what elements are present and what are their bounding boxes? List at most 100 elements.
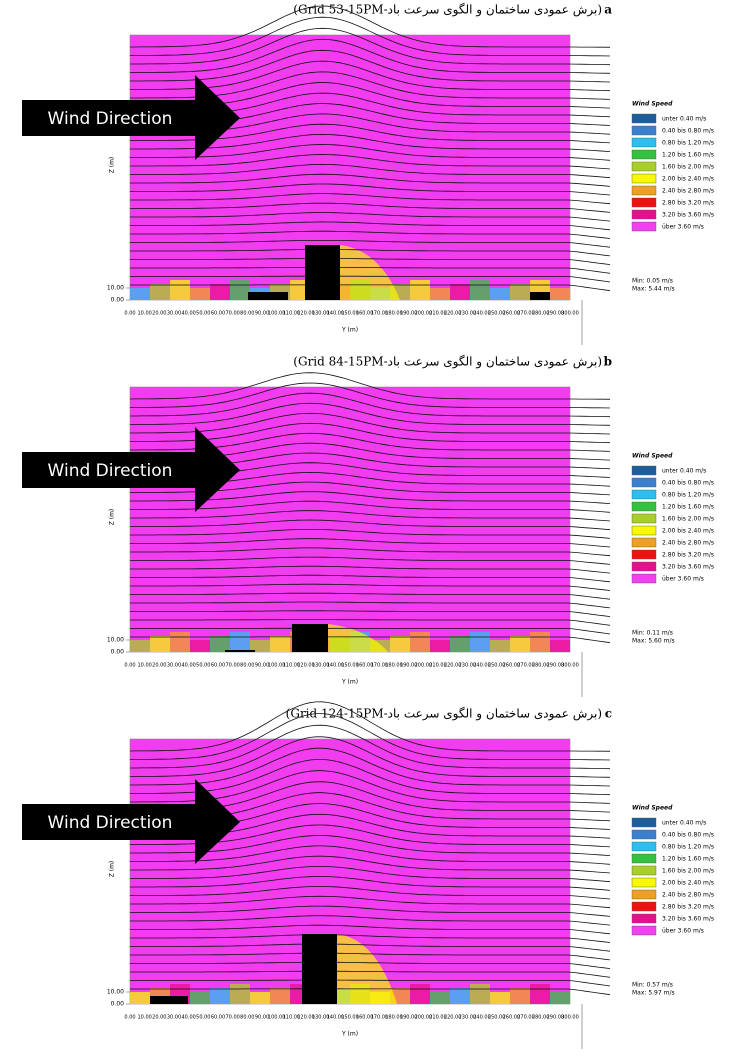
ground-field	[130, 992, 150, 1004]
x-tick-label: 200.00	[415, 663, 433, 669]
x-tick-label: 190.00	[400, 1015, 418, 1021]
legend-label: 1.60 bis 2.00 m/s	[662, 868, 714, 875]
ground-field	[450, 636, 470, 652]
streamline	[130, 601, 611, 609]
x-tick-label: 250.00	[488, 663, 506, 669]
x-tick-label: 140.00	[327, 311, 345, 317]
legend-label: 0.40 bis 0.80 m/s	[662, 832, 714, 839]
x-tick-label: 260.00	[503, 663, 521, 669]
plot-area	[129, 386, 571, 653]
x-tick-label: 20.00	[152, 663, 166, 669]
x-axis-label: Y (m)	[341, 679, 358, 686]
legend-label: 1.20 bis 1.60 m/s	[662, 856, 714, 863]
streamline	[130, 619, 611, 626]
x-tick-label: 0.00	[124, 311, 135, 317]
legend-title: Wind Speed	[632, 453, 673, 460]
legend-swatch	[631, 925, 657, 936]
x-tick-label: 100.00	[268, 663, 286, 669]
legend-label: 2.40 bis 2.80 m/s	[662, 540, 714, 547]
x-tick-label: 70.00	[226, 311, 240, 317]
streamline	[130, 759, 611, 796]
legend-swatch	[631, 465, 657, 476]
panel-caption: (برش عمودی ساختمان و الگوی سرعت باد-Grid…	[293, 355, 602, 369]
x-tick-label: 260.00	[503, 311, 521, 317]
legend-label: über 3.60 m/s	[662, 576, 704, 583]
legend-label: 2.80 bis 3.20 m/s	[662, 904, 714, 911]
streamline	[130, 154, 611, 170]
building	[248, 292, 288, 300]
x-tick-label: 250.00	[488, 1015, 506, 1021]
streamline	[130, 736, 611, 778]
ground-field	[270, 988, 290, 1004]
x-tick-label: 200.00	[415, 1015, 433, 1021]
wake-field	[337, 934, 397, 1004]
x-tick-label: 110.00	[283, 311, 301, 317]
streamline	[130, 163, 611, 179]
legend-swatch	[631, 877, 657, 888]
x-tick-label: 0.00	[124, 1015, 135, 1021]
x-tick-label: 160.00	[356, 311, 374, 317]
streamline	[130, 230, 611, 239]
x-tick-label: 100.00	[268, 311, 286, 317]
panel-label: c	[605, 707, 612, 721]
streamline	[130, 592, 611, 600]
streamline	[130, 556, 611, 565]
legend-swatch	[631, 513, 657, 524]
x-tick-label: 30.00	[167, 663, 181, 669]
legend-label: 1.20 bis 1.60 m/s	[662, 504, 714, 511]
wake-field	[328, 624, 388, 652]
ground-field	[190, 288, 210, 300]
x-axis-label: Y (m)	[341, 327, 358, 334]
x-tick-label: 290.00	[547, 663, 565, 669]
x-tick-label: 130.00	[312, 311, 330, 317]
streamline	[130, 610, 611, 617]
x-tick-label: 220.00	[444, 663, 462, 669]
ground-field	[410, 280, 430, 300]
x-tick-label: 120.00	[297, 663, 315, 669]
legend-swatch	[631, 501, 657, 512]
x-tick-label: 280.00	[532, 663, 550, 669]
x-tick-label: 110.00	[283, 1015, 301, 1021]
legend-label: 0.80 bis 1.20 m/s	[662, 844, 714, 851]
legend-label: über 3.60 m/s	[662, 224, 704, 231]
x-tick-label: 200.00	[415, 311, 433, 317]
streamline	[130, 627, 611, 635]
panel-label: b	[604, 355, 612, 369]
y-tick-label: 10.00	[107, 637, 124, 644]
x-tick-label: 270.00	[517, 1015, 535, 1021]
x-tick-label: 170.00	[371, 311, 389, 317]
legend-swatch	[631, 489, 657, 500]
streamline	[130, 952, 611, 961]
legend-swatch	[631, 525, 657, 536]
x-tick-label: 290.00	[547, 311, 565, 317]
ground-field	[170, 632, 190, 652]
streamline	[130, 193, 611, 205]
streamline	[130, 284, 611, 292]
panel-caption: (برش عمودی ساختمان و الگوی سرعت باد-Grid…	[286, 707, 602, 721]
x-tick-label: 270.00	[517, 663, 535, 669]
ground-field	[550, 992, 570, 1004]
legend-swatch	[631, 137, 657, 148]
legend-label: 3.20 bis 3.60 m/s	[662, 564, 714, 571]
building	[292, 624, 328, 652]
legend-swatch	[631, 149, 657, 160]
min-speed: Min: 0.57 m/s	[632, 982, 673, 989]
streamline	[130, 713, 611, 761]
streamline	[130, 905, 611, 917]
streamline	[129, 701, 611, 752]
streamline	[130, 402, 611, 426]
legend-label: 3.20 bis 3.60 m/s	[662, 212, 714, 219]
streamline	[130, 519, 611, 531]
legend-label: unter 0.40 m/s	[662, 468, 706, 475]
streamline	[130, 392, 611, 418]
x-tick-label: 130.00	[312, 1015, 330, 1021]
y-axis-label: Z (m)	[109, 861, 116, 878]
streamline	[130, 202, 611, 213]
x-tick-label: 170.00	[371, 663, 389, 669]
legend-swatch	[631, 537, 657, 548]
x-axis-label: Y (m)	[341, 1031, 358, 1038]
streamline	[130, 583, 611, 591]
streamline	[130, 5, 611, 48]
legend-swatch	[631, 161, 657, 172]
